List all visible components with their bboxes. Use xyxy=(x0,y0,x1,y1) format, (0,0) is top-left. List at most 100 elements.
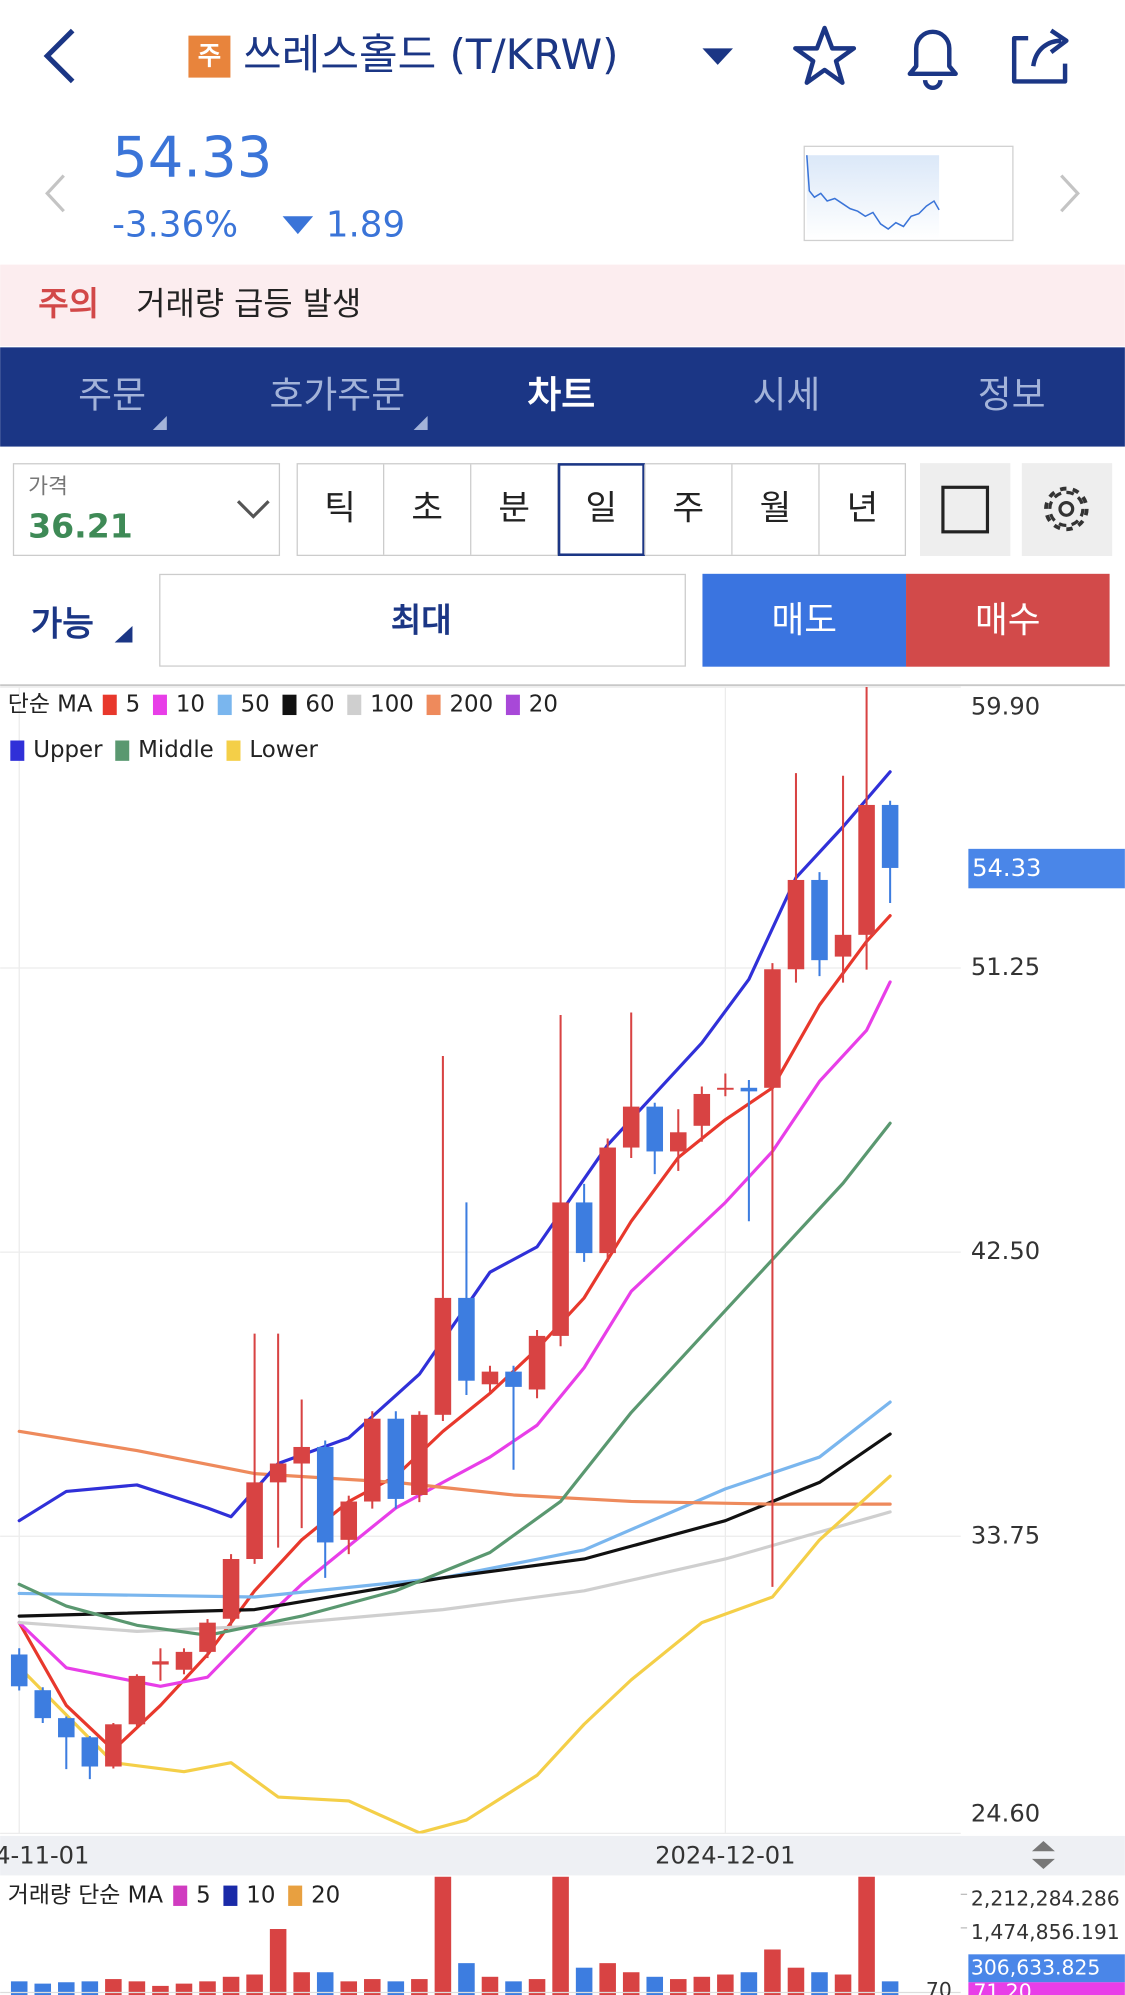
candle-body xyxy=(646,1106,664,1152)
volume-bar xyxy=(528,1979,546,1995)
quantity: 최대 xyxy=(391,601,452,640)
candle-body xyxy=(787,879,805,970)
legend-swatch xyxy=(505,694,520,716)
ma-line xyxy=(17,914,892,1752)
legend-swatch xyxy=(288,1885,303,1906)
y-tick-label: 51.25 xyxy=(971,953,1040,981)
tab[interactable]: 시세 xyxy=(752,373,820,416)
quantity-box[interactable] xyxy=(159,573,686,667)
candle-body xyxy=(128,1675,146,1725)
volume-bar xyxy=(646,1976,664,1995)
volume-bar xyxy=(81,1981,99,1995)
next-button[interactable] xyxy=(1060,174,1080,213)
volume-bar xyxy=(811,1972,828,1995)
ma-line xyxy=(17,1432,892,1618)
volume-bar xyxy=(670,1979,687,1995)
candle-body xyxy=(622,1106,640,1148)
prev-button[interactable] xyxy=(45,174,65,213)
legend-label: 5 xyxy=(126,691,141,717)
available-indicator xyxy=(114,625,133,643)
available[interactable]: 가능 xyxy=(31,604,94,644)
legend-label: 200 xyxy=(449,691,493,717)
volume-plot xyxy=(10,1876,899,1995)
tab[interactable]: 정보 xyxy=(978,373,1046,416)
buy-button[interactable] xyxy=(906,573,1110,667)
candle-body xyxy=(552,1202,569,1336)
period[interactable]: 년 xyxy=(847,489,879,529)
legend-swatch xyxy=(173,1885,188,1906)
gear-center xyxy=(1058,500,1075,517)
sell-button[interactable] xyxy=(702,573,907,667)
back-button[interactable] xyxy=(43,28,75,84)
candle-body xyxy=(364,1418,381,1502)
volume-bar xyxy=(364,1979,381,1995)
candle-body xyxy=(434,1297,452,1415)
candle-body xyxy=(481,1371,499,1385)
period[interactable]: 틱 xyxy=(324,489,356,529)
volume-bar xyxy=(717,1974,734,1995)
volume-tick-label: 2,212,284.286 xyxy=(971,1886,1120,1910)
volume-bar xyxy=(764,1949,781,1995)
gear-teeth xyxy=(1044,486,1089,532)
legend-label: 100 xyxy=(370,691,414,717)
ma-line xyxy=(17,1429,892,1506)
volume-tick-label: 1,474,856.191 xyxy=(971,1920,1120,1944)
candle-body xyxy=(340,1501,358,1540)
badge: 주 xyxy=(198,40,221,70)
candle-body xyxy=(858,804,875,935)
volume-bar xyxy=(881,1981,899,1995)
legend-label: 60 xyxy=(305,691,334,717)
period[interactable]: 분 xyxy=(498,489,530,529)
volume-bar xyxy=(105,1979,122,1995)
volume-bar xyxy=(411,1979,428,1995)
grid xyxy=(0,686,961,1835)
candle-body xyxy=(199,1622,216,1652)
ma-line xyxy=(17,1510,892,1633)
candle-body xyxy=(10,1654,28,1687)
period[interactable]: 주 xyxy=(673,489,705,529)
layout-icon xyxy=(941,485,990,534)
badge-bg xyxy=(188,35,231,78)
resize-handle[interactable] xyxy=(1031,1841,1055,1870)
current-price: 54.33 xyxy=(112,126,272,191)
favorite-button[interactable] xyxy=(793,25,857,85)
price-plot xyxy=(10,687,899,1834)
legend-label: 5 xyxy=(196,1882,211,1908)
legend-swatch xyxy=(426,694,441,716)
legend: 단순 MA 5 10 50 60 100 200 20 Upper Middle Lower xyxy=(8,691,558,763)
candle-body xyxy=(458,1297,475,1381)
notice-text: 거래량 급등 발생 xyxy=(136,285,361,322)
alarm-button[interactable] xyxy=(907,29,958,90)
chevron xyxy=(236,500,270,519)
volume-bar xyxy=(505,1981,522,1995)
x-tick-label: 2024-11-01 xyxy=(0,1841,89,1869)
legend-label: 50 xyxy=(241,691,270,717)
x-tick-label: 2024-12-01 xyxy=(655,1841,795,1869)
mini-chart-line xyxy=(806,155,940,230)
volume-bar xyxy=(622,1972,640,1995)
candle-body xyxy=(670,1132,687,1152)
title[interactable]: 쓰레스홀드 (T/KRW) xyxy=(243,30,618,79)
tab[interactable]: 호가주문 xyxy=(269,373,405,416)
period[interactable]: 초 xyxy=(411,489,443,529)
layout-button[interactable] xyxy=(920,463,1011,557)
tab[interactable]: 주문 xyxy=(78,373,146,416)
period[interactable]: 월 xyxy=(760,489,792,529)
legend-swatch xyxy=(217,694,232,716)
settings-button[interactable] xyxy=(1021,463,1113,557)
tab-indicator xyxy=(413,416,428,431)
candle-body xyxy=(81,1737,99,1767)
share-button[interactable] xyxy=(1011,28,1069,84)
dropdown-arrow[interactable] xyxy=(702,48,733,65)
volume-bar xyxy=(34,1983,52,1995)
price-value: 36.21 xyxy=(28,507,133,546)
candle-body xyxy=(528,1335,546,1390)
last-price-tag xyxy=(968,848,1125,889)
volume-bar xyxy=(387,1981,405,1995)
price-select[interactable] xyxy=(12,463,281,557)
candle-body xyxy=(411,1414,428,1496)
volume-bar xyxy=(787,1967,805,1995)
tab-selected[interactable]: 차트 xyxy=(527,373,595,416)
period[interactable]: 일 xyxy=(586,489,618,529)
